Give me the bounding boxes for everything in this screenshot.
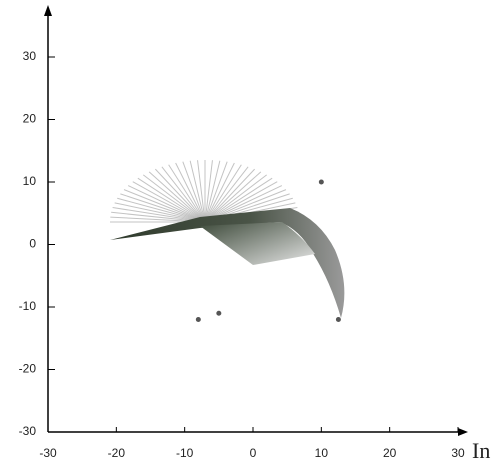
x-tick-label: -20 [108, 446, 126, 460]
surface-band [110, 208, 344, 318]
point [319, 180, 324, 185]
y-axis-arrow [44, 5, 52, 16]
y-tick-label: 30 [23, 49, 37, 63]
y-tick-label: -20 [19, 362, 37, 376]
x-tick-label: 20 [383, 446, 397, 460]
fan-ray [205, 163, 234, 222]
x-tick-label: 30 [451, 446, 465, 460]
point [336, 317, 341, 322]
x-tick-label: -10 [176, 446, 194, 460]
x-tick-label: 10 [315, 446, 329, 460]
fan-ray [176, 163, 205, 222]
fan-ray [115, 203, 205, 222]
y-tick-label: -30 [19, 424, 37, 438]
y-tick-label: -10 [19, 299, 37, 313]
x-axis-label: In [472, 438, 490, 463]
y-tick-label: 10 [23, 174, 37, 188]
chart: In -30 -20 -10 0 10 20 30 -30 -20 -10 0 10 20 30 [0, 0, 504, 467]
y-tick-label: 0 [29, 237, 36, 251]
x-axis-arrow [458, 428, 468, 436]
fan-ray [138, 178, 205, 222]
y-tick-label: 20 [23, 112, 37, 126]
x-tick-label: -30 [39, 446, 57, 460]
point [216, 311, 221, 316]
x-tick-label: 0 [250, 446, 257, 460]
point [196, 317, 201, 322]
